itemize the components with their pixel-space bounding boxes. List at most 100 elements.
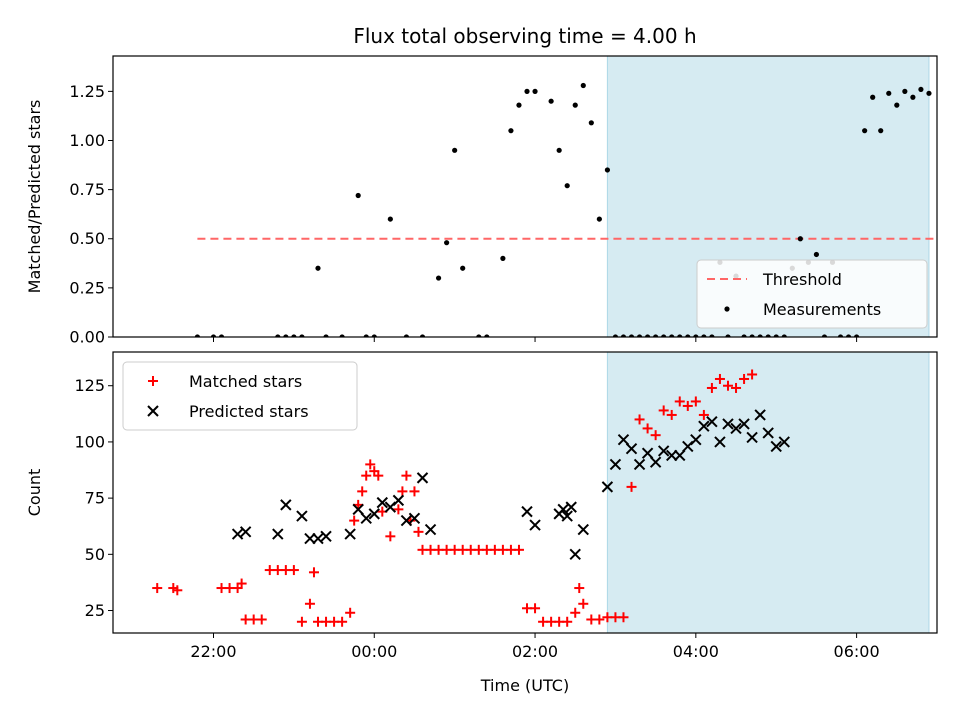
data-point [754, 409, 766, 421]
data-point [739, 373, 750, 384]
y-tick-label: 125 [74, 376, 105, 395]
x-marker-b [778, 436, 790, 448]
data-point [194, 334, 201, 337]
x-marker-b [649, 456, 662, 468]
data-point [291, 334, 297, 337]
data-point [669, 334, 675, 337]
data-point [902, 88, 908, 94]
data-point [725, 334, 731, 337]
chart-title: Flux total observing time = 4.00 h [353, 24, 696, 48]
x-marker-b [320, 530, 332, 543]
y-tick-label: 0.25 [69, 278, 105, 297]
x-marker-b [674, 449, 686, 462]
data-point [337, 616, 348, 627]
data-point [886, 90, 892, 96]
data-point [612, 334, 619, 337]
data-point [862, 128, 868, 134]
data-point [730, 422, 742, 435]
data-point [513, 544, 524, 555]
y-axis-label: Matched/Predicted stars [25, 100, 44, 294]
data-point [476, 334, 482, 337]
data-point [561, 510, 573, 522]
data-point [620, 334, 627, 337]
x-marker-b [416, 472, 429, 484]
data-point [604, 167, 611, 173]
y-tick-label: 1.25 [69, 82, 105, 101]
data-point [373, 470, 384, 481]
data-point [580, 82, 586, 89]
data-point [594, 614, 605, 625]
highlight-span [606, 352, 930, 633]
x-marker-b [360, 512, 372, 525]
x-tick-label: 02:00 [512, 642, 558, 661]
data-point [738, 418, 750, 430]
data-point [283, 334, 289, 337]
series-predicted-stars [231, 409, 790, 561]
x-marker-b [577, 523, 589, 536]
data-point [709, 334, 715, 337]
data-point [731, 382, 742, 393]
data-point [413, 526, 424, 537]
y-tick-label: 50 [85, 545, 105, 564]
data-point [360, 512, 372, 525]
data-point [299, 334, 305, 337]
data-point [625, 442, 638, 455]
data-point [658, 405, 669, 416]
data-point [256, 614, 267, 625]
data-point [837, 334, 844, 337]
data-point [239, 526, 252, 538]
data-point [387, 216, 393, 222]
data-point [363, 334, 369, 337]
legend-predicted-swatch [147, 405, 159, 417]
data-point [644, 334, 651, 337]
data-point [218, 334, 225, 337]
x-marker-b [657, 445, 670, 457]
x-marker-b [738, 418, 750, 430]
data-point [530, 603, 541, 614]
data-point [548, 98, 554, 104]
data-point [385, 531, 396, 542]
data-point [682, 400, 693, 411]
data-point [419, 334, 426, 337]
x-marker-b [569, 548, 581, 561]
data-point [722, 380, 733, 391]
x-marker-b [376, 496, 389, 509]
axes-frame [112, 351, 938, 634]
data-point [618, 612, 629, 623]
data-point [574, 583, 585, 594]
data-point [339, 334, 345, 337]
data-point [557, 503, 569, 516]
x-marker-b [690, 433, 702, 446]
data-point [661, 334, 667, 337]
x-marker-b [521, 505, 533, 518]
x-marker-b [296, 510, 308, 522]
x-marker-b [698, 420, 710, 432]
x-marker-b [408, 512, 421, 525]
data-point [521, 505, 533, 518]
data-point [564, 183, 570, 189]
data-point [401, 470, 412, 481]
legend-box [696, 259, 928, 329]
x-marker-b [231, 528, 244, 540]
data-point [706, 382, 717, 393]
data-point [304, 598, 315, 609]
x-marker-b [625, 442, 638, 455]
data-point [674, 449, 686, 462]
data-point [556, 147, 562, 153]
x-marker-b [714, 436, 726, 448]
x-marker-b [344, 528, 356, 540]
x-marker-b [633, 458, 646, 471]
data-point [172, 585, 183, 596]
data-point [746, 431, 758, 444]
legend: Threshold Measurements [696, 259, 928, 329]
legend-box [122, 361, 358, 431]
data-point [577, 523, 589, 536]
series-matched-stars [152, 369, 758, 627]
data-point [416, 472, 429, 484]
data-point [323, 334, 329, 337]
data-point [701, 334, 707, 337]
data-point [516, 102, 522, 108]
data-point [349, 515, 360, 526]
data-point [797, 236, 803, 242]
x-marker-b [746, 431, 758, 444]
